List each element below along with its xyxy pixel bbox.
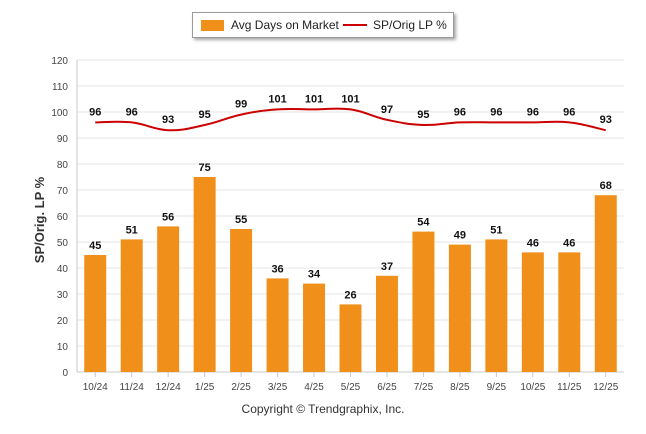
y-axis-label: SP/Orig. LP % xyxy=(32,176,47,263)
legend-bar-swatch xyxy=(201,19,224,31)
line-value-label: 96 xyxy=(126,106,138,118)
y-axis-ticks: 0 10 20 30 40 50 60 70 80 90 100 110 120 xyxy=(51,56,68,379)
line-labels: 96 96 93 95 99 101 101 101 97 95 96 96 96 96 93 xyxy=(89,93,612,126)
bar-value-label: 34 xyxy=(308,269,321,281)
line-value-label: 96 xyxy=(454,106,466,118)
bar-value-label: 51 xyxy=(126,224,138,236)
bar[interactable] xyxy=(448,244,471,372)
bar-labels: 45 51 56 75 55 36 34 26 37 54 49 51 46 46 68 xyxy=(89,162,612,301)
bar-value-label: 56 xyxy=(162,211,174,223)
line-value-label: 96 xyxy=(527,106,539,118)
line-series xyxy=(95,107,606,132)
line-path[interactable] xyxy=(95,107,606,132)
legend: Avg Days on Market SP/Orig LP % xyxy=(192,12,454,38)
x-tick-label: 9/25 xyxy=(487,382,507,393)
x-tick-label: 10/25 xyxy=(520,382,545,393)
bar[interactable] xyxy=(375,275,398,372)
x-axis-ticks: 10/24 11/24 12/24 1/25 2/25 3/25 4/25 5/25 6/25 7… xyxy=(83,372,619,393)
legend-item-bar[interactable]: Avg Days on Market xyxy=(201,18,339,32)
line-value-label: 99 xyxy=(235,99,247,111)
x-tick-label: 1/25 xyxy=(195,382,215,393)
bar[interactable] xyxy=(303,283,326,372)
bar-value-label: 45 xyxy=(89,240,101,252)
x-tick-label: 12/24 xyxy=(156,382,181,393)
x-tick-label: 8/25 xyxy=(450,382,470,393)
y-tick-label: 50 xyxy=(57,238,69,249)
bar-value-label: 51 xyxy=(490,224,502,236)
bar-value-label: 55 xyxy=(235,214,247,226)
bar-value-label: 37 xyxy=(381,261,393,273)
bar-value-label: 49 xyxy=(454,230,466,242)
x-tick-label: 5/25 xyxy=(341,382,361,393)
bar[interactable] xyxy=(521,252,544,372)
line-value-label: 95 xyxy=(417,109,429,121)
line-value-label: 101 xyxy=(268,93,286,105)
bar-value-label: 26 xyxy=(344,289,356,301)
bar-value-label: 36 xyxy=(271,263,283,275)
x-tick-label: 10/24 xyxy=(83,382,108,393)
bar-value-label: 68 xyxy=(600,180,612,192)
y-tick-label: 30 xyxy=(57,290,69,301)
y-tick-label: 0 xyxy=(62,368,68,379)
bar-value-label: 54 xyxy=(417,217,430,229)
x-tick-label: 7/25 xyxy=(414,382,434,393)
bar[interactable] xyxy=(558,252,581,372)
y-tick-label: 110 xyxy=(52,82,68,93)
legend-item-line[interactable]: SP/Orig LP % xyxy=(343,18,447,32)
legend-label-bar: Avg Days on Market xyxy=(231,18,339,32)
y-tick-label: 90 xyxy=(57,134,69,145)
bar[interactable] xyxy=(485,239,508,372)
bar[interactable] xyxy=(120,239,143,372)
bar[interactable] xyxy=(230,229,253,372)
line-value-label: 96 xyxy=(490,106,502,118)
y-tick-label: 100 xyxy=(51,108,68,119)
y-tick-label: 80 xyxy=(57,160,69,171)
y-tick-label: 70 xyxy=(57,186,69,197)
x-tick-label: 6/25 xyxy=(377,382,397,393)
line-value-label: 93 xyxy=(162,114,174,126)
bar[interactable] xyxy=(412,231,435,372)
line-value-label: 97 xyxy=(381,104,393,116)
line-value-label: 101 xyxy=(341,93,359,105)
bar[interactable] xyxy=(339,304,362,372)
legend-label-line: SP/Orig LP % xyxy=(373,18,447,32)
line-value-label: 93 xyxy=(600,114,612,126)
line-value-label: 96 xyxy=(89,106,101,118)
bar-value-label: 46 xyxy=(527,237,539,249)
bar[interactable] xyxy=(266,278,289,372)
copyright-footer: Copyright © Trendgraphix, Inc. xyxy=(241,402,405,416)
x-tick-label: 3/25 xyxy=(268,382,288,393)
x-tick-label: 4/25 xyxy=(304,382,324,393)
bar-value-label: 75 xyxy=(199,162,211,174)
y-tick-label: 20 xyxy=(57,316,69,327)
legend-line-swatch xyxy=(343,24,367,26)
bar[interactable] xyxy=(157,226,180,372)
bar[interactable] xyxy=(84,255,107,372)
x-tick-label: 11/25 xyxy=(557,382,582,393)
y-tick-label: 40 xyxy=(57,264,69,275)
bars xyxy=(84,177,617,372)
x-tick-label: 11/24 xyxy=(120,382,145,393)
line-value-label: 95 xyxy=(199,109,211,121)
y-tick-label: 10 xyxy=(57,342,69,353)
x-tick-label: 2/25 xyxy=(231,382,251,393)
y-tick-label: 60 xyxy=(57,212,69,223)
bar[interactable] xyxy=(594,195,617,372)
bar[interactable] xyxy=(193,177,216,372)
y-tick-label: 120 xyxy=(51,56,68,67)
x-tick-label: 12/25 xyxy=(593,382,618,393)
line-value-label: 101 xyxy=(305,93,323,105)
bar-value-label: 46 xyxy=(563,237,575,249)
line-value-label: 96 xyxy=(563,106,575,118)
